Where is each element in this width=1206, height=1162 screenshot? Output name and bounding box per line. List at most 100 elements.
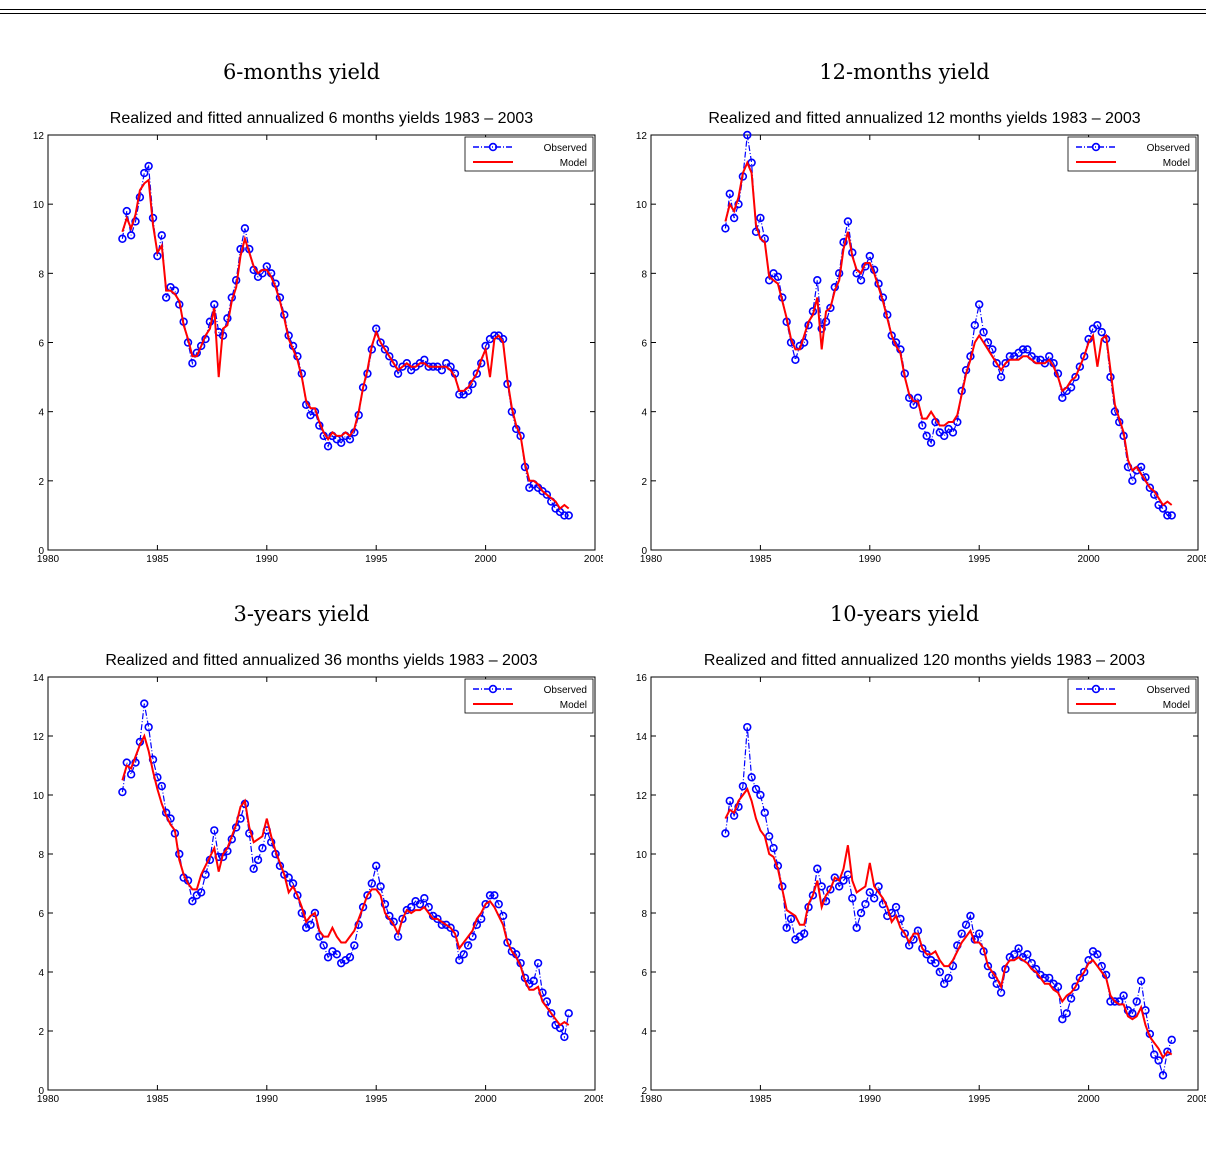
- observed-point: [306, 920, 315, 929]
- observed-point: [813, 864, 822, 873]
- observed-point: [415, 899, 425, 909]
- observed-point: [852, 923, 861, 932]
- legend-label-model: Model: [560, 158, 587, 169]
- observed-point: [1075, 362, 1085, 371]
- y-tick-label: 6: [641, 339, 647, 350]
- x-tick-label: 1980: [640, 554, 663, 565]
- y-tick-label: 6: [641, 968, 647, 979]
- legend-marker-observed: [488, 142, 498, 152]
- plot-10-years: Realized and fitted annualized 120 month…: [636, 652, 1206, 1105]
- observed-point: [922, 431, 931, 441]
- observed-point: [542, 490, 552, 499]
- observed-point: [1062, 1009, 1071, 1018]
- observed-point: [1023, 345, 1032, 354]
- x-tick-label: 1985: [146, 1094, 169, 1105]
- observed-point: [463, 941, 473, 950]
- observed-point: [157, 231, 166, 240]
- panel-heading: 10-years yield: [829, 602, 980, 626]
- panel-heading: 6-months yield: [222, 60, 381, 84]
- observed-point: [1053, 982, 1063, 991]
- y-tick-label: 2: [641, 477, 647, 488]
- y-tick-label: 8: [641, 269, 647, 280]
- x-tick-label: 2000: [474, 554, 497, 565]
- legend-label-observed: Observed: [544, 143, 587, 154]
- observed-point: [323, 953, 333, 962]
- observed-point: [249, 864, 258, 873]
- x-tick-label: 1985: [749, 554, 772, 565]
- observed-point: [751, 784, 761, 794]
- observed-point: [1066, 994, 1076, 1003]
- observed-point: [948, 428, 958, 437]
- y-tick-label: 0: [38, 1086, 44, 1097]
- x-tick-label: 1990: [859, 554, 882, 565]
- observed-point: [1080, 967, 1089, 977]
- observed-point: [1154, 1056, 1163, 1065]
- observed-point: [751, 227, 761, 237]
- observed-point: [721, 829, 730, 838]
- observed-point: [961, 920, 971, 929]
- observed-point: [975, 300, 984, 309]
- panel-6-months: 6-months yield Realized and fitted annua…: [0, 60, 603, 620]
- x-tick-label: 1995: [365, 1094, 388, 1105]
- x-tick-label: 2000: [1077, 1094, 1100, 1105]
- legend-label-model: Model: [1163, 700, 1190, 711]
- observed-point: [350, 941, 359, 950]
- observed-point: [1093, 950, 1102, 959]
- series-line-model: [121, 178, 570, 510]
- plot-title: Realized and fitted annualized 36 months…: [105, 652, 537, 669]
- observed-point: [345, 953, 355, 962]
- observed-point: [756, 213, 765, 223]
- observed-point: [939, 431, 949, 441]
- observed-point: [1167, 511, 1176, 520]
- observed-point: [372, 861, 381, 870]
- observed-point: [1071, 982, 1080, 991]
- y-tick-label: 4: [38, 968, 44, 979]
- observed-point: [380, 345, 390, 354]
- observed-point: [1163, 511, 1172, 520]
- observed-point: [799, 929, 809, 938]
- observed-point: [196, 888, 206, 897]
- legend-label-observed: Observed: [1147, 685, 1190, 696]
- observed-point: [826, 885, 835, 894]
- observed-point: [970, 321, 980, 330]
- observed-point: [1110, 407, 1120, 416]
- x-tick-label: 2000: [1077, 554, 1100, 565]
- observed-point: [834, 882, 844, 891]
- legend-box: [1067, 678, 1197, 714]
- observed-point: [407, 902, 416, 912]
- observed-point: [861, 899, 870, 909]
- observed-point: [494, 899, 503, 909]
- observed-point: [1075, 973, 1085, 983]
- y-tick-label: 12: [33, 732, 45, 743]
- observed-point: [564, 511, 573, 520]
- x-tick-label: 2005: [1187, 554, 1206, 565]
- observed-point: [1167, 1035, 1176, 1045]
- observed-point: [734, 199, 743, 209]
- legend-box: [1067, 136, 1197, 172]
- x-tick-label: 1985: [749, 1094, 772, 1105]
- legend-label-model: Model: [1163, 158, 1190, 169]
- observed-point: [118, 787, 127, 797]
- observed-point: [856, 908, 866, 918]
- observed-point: [856, 276, 866, 285]
- observed-point: [560, 511, 569, 520]
- x-tick-label: 2000: [474, 1094, 497, 1105]
- observed-point: [1110, 997, 1120, 1006]
- observed-point: [1128, 476, 1137, 486]
- axes-box: [47, 134, 596, 551]
- y-tick-label: 2: [641, 1086, 647, 1097]
- y-tick-label: 4: [38, 408, 44, 419]
- y-tick-label: 10: [636, 200, 648, 211]
- observed-point: [900, 929, 910, 938]
- observed-point: [996, 988, 1006, 997]
- observed-point: [389, 359, 398, 368]
- x-tick-label: 1980: [37, 1094, 60, 1105]
- observed-point: [830, 873, 839, 882]
- y-tick-label: 14: [636, 732, 648, 743]
- observed-point: [485, 891, 495, 900]
- observed-point: [420, 894, 429, 903]
- panel-12-months: 12-months yield Realized and fitted annu…: [603, 60, 1206, 620]
- observed-point: [918, 421, 927, 430]
- observed-point: [376, 338, 385, 347]
- observed-point: [813, 276, 822, 285]
